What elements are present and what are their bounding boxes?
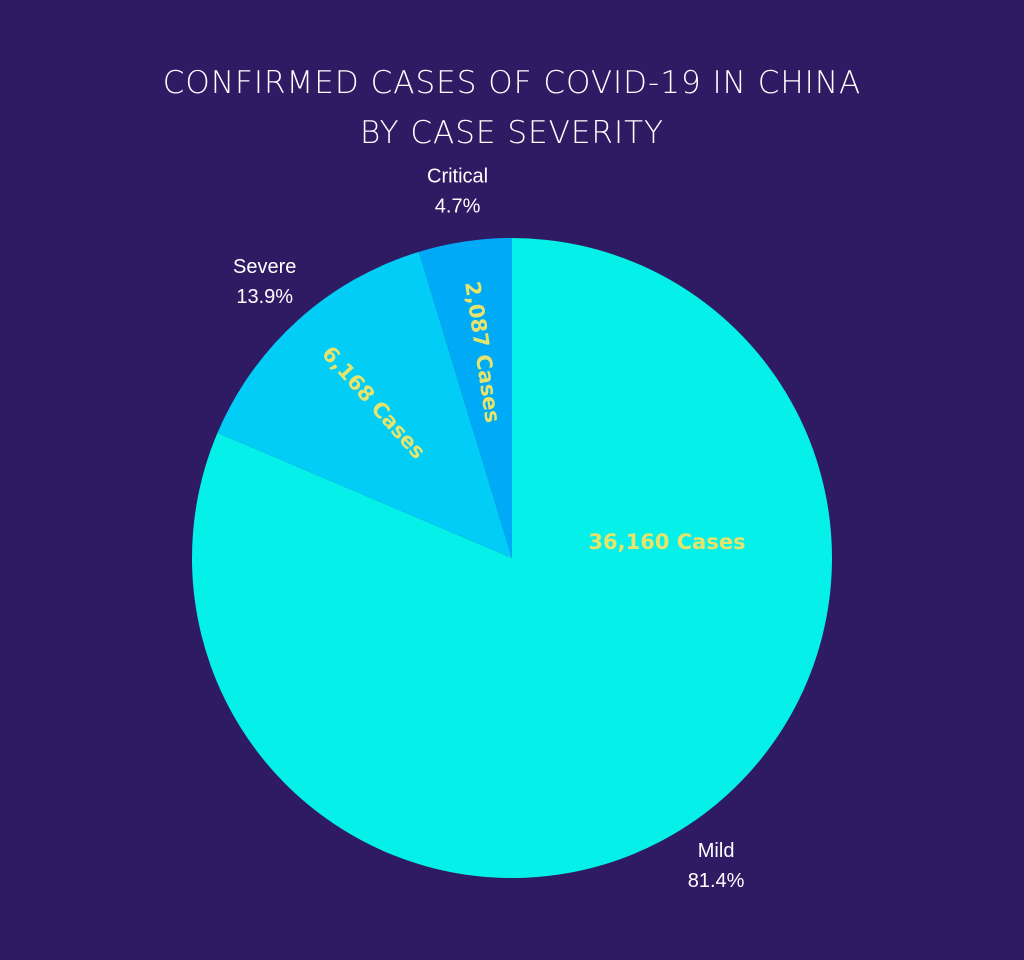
count-label: 36,160 Cases [588, 530, 745, 554]
chart-title: CONFIRMED CASES OF COVID-19 IN CHINA BY … [162, 65, 862, 151]
slice-percent: 81.4% [688, 870, 745, 892]
pie-slice [217, 251, 512, 558]
slice-name: Critical [427, 165, 488, 187]
slice-percent: 13.9% [236, 286, 293, 308]
slice-name: Severe [233, 256, 296, 278]
slice-percent: 4.7% [435, 195, 481, 217]
pie-slice [418, 238, 512, 558]
slice-name: Mild [698, 840, 735, 862]
